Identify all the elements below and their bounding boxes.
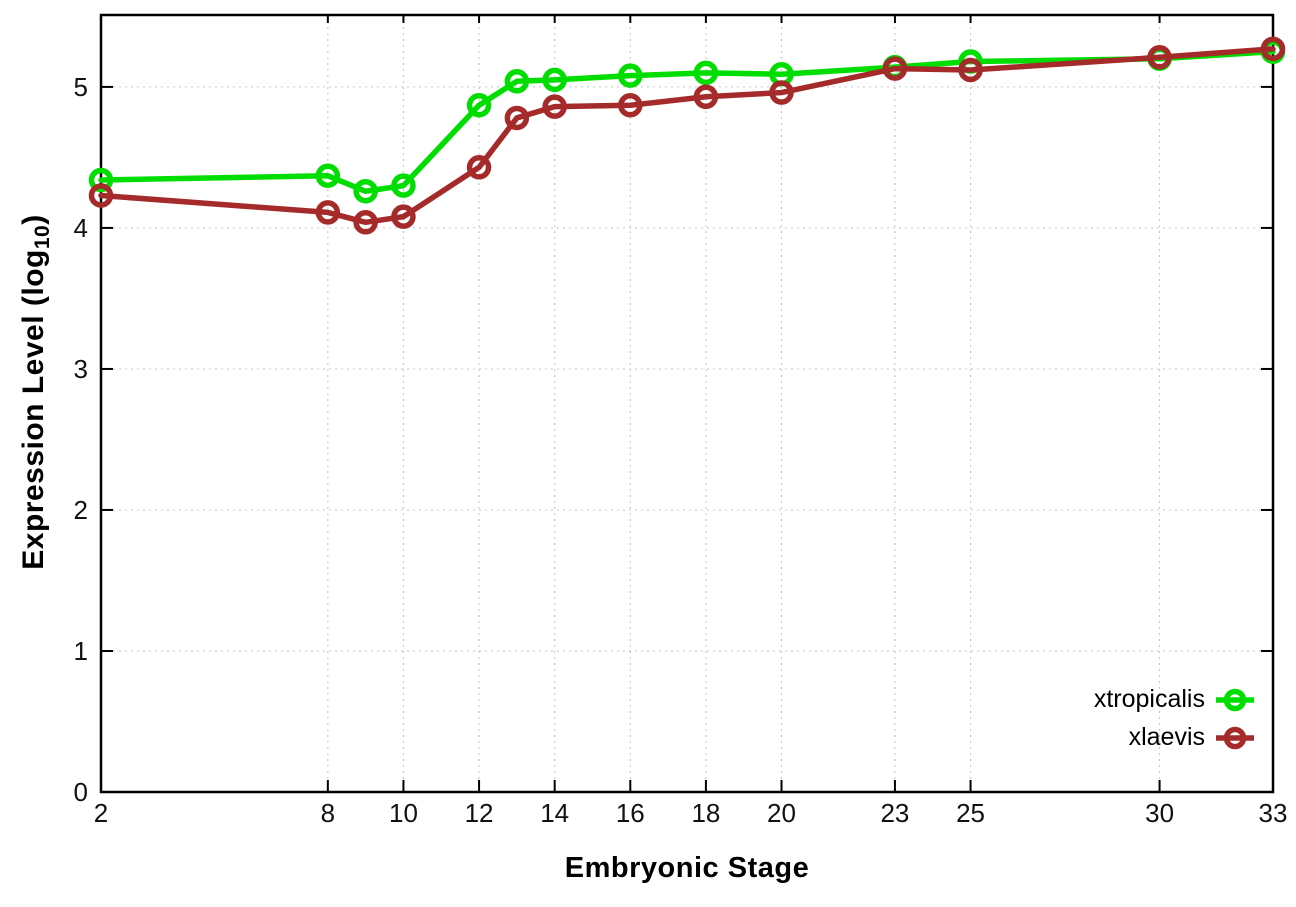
legend-item-xtropicalis: xtropicalis: [1094, 685, 1255, 714]
legend-label-xtropicalis: xtropicalis: [1093, 685, 1205, 713]
x-axis-title: Embryonic Stage: [564, 852, 810, 884]
data-point-xtropicalis: [391, 173, 416, 198]
y-axis-title: Expression Level (log10): [17, 214, 55, 569]
data-point-xlaevis: [618, 93, 643, 118]
data-point-xlaevis: [693, 84, 719, 110]
x-tick-label: 16: [616, 798, 645, 828]
line-circle-marker-icon: [1216, 688, 1254, 711]
data-point-xlaevis: [958, 57, 983, 83]
x-tick-label: 14: [540, 798, 569, 828]
data-point-xtropicalis: [693, 60, 719, 86]
y-tick-label: 5: [74, 72, 88, 102]
y-axis-title-close: ): [17, 214, 50, 225]
data-point-xtropicalis: [353, 179, 378, 204]
data-point-xlaevis: [391, 204, 416, 229]
data-point-xlaevis: [353, 210, 378, 235]
legend-item-xlaevis: xlaevis: [1129, 723, 1255, 752]
data-point-xlaevis: [769, 80, 794, 105]
data-point-xlaevis: [882, 56, 908, 81]
x-tick-label: 20: [767, 798, 796, 828]
line-circle-marker-icon: [1216, 726, 1254, 749]
x-tick-label: 23: [880, 798, 909, 828]
y-tick-label: 4: [74, 213, 88, 243]
y-tick-label: 1: [74, 636, 88, 666]
x-tick-label: 30: [1145, 798, 1174, 828]
x-tick-label: 10: [389, 798, 418, 828]
y-axis-title-subscript: 10: [31, 224, 54, 250]
data-point-xlaevis: [466, 155, 492, 180]
x-tick-label: 33: [1259, 798, 1288, 828]
series-line-xlaevis: [98, 46, 1276, 226]
legend: xtropicalis xlaevis: [1094, 685, 1255, 752]
y-tick-label: 0: [74, 777, 88, 807]
series-line-xtropicalis: [98, 48, 1276, 195]
data-point-xtropicalis: [504, 69, 530, 94]
x-tick-label: 2: [94, 798, 108, 828]
data-point-xlaevis: [1147, 45, 1172, 70]
y-axis-title-main: Expression Level (log: [17, 249, 50, 570]
data-point-xtropicalis: [542, 67, 567, 93]
x-tick-label: 12: [465, 798, 494, 828]
data-point-xtropicalis: [88, 167, 114, 193]
data-point-xlaevis: [504, 105, 530, 131]
x-tick-label: 8: [321, 798, 335, 828]
data-point-xlaevis: [88, 183, 114, 208]
plot-border: [99, 13, 1275, 794]
data-point-xtropicalis: [618, 63, 643, 88]
x-tick-label: 25: [956, 798, 985, 828]
data-point-xtropicalis: [315, 163, 341, 189]
x-tick-label: 18: [691, 798, 720, 828]
data-point-xtropicalis: [466, 93, 492, 118]
data-point-xlaevis: [542, 94, 567, 119]
legend-label-xlaevis: xlaevis: [1128, 723, 1205, 751]
data-point-xlaevis: [1260, 36, 1286, 62]
y-tick-label: 2: [74, 495, 88, 525]
y-tick-label: 3: [74, 354, 88, 384]
data-point-xlaevis: [315, 200, 341, 225]
